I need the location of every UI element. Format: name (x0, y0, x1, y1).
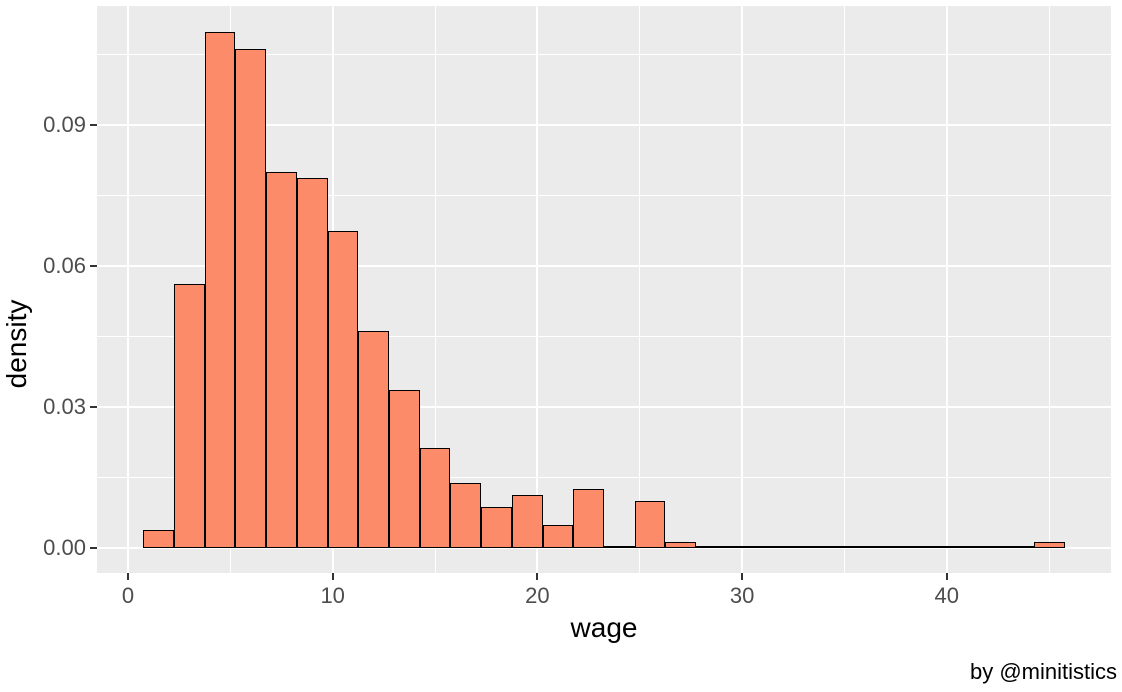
histogram-zero-bin-line (756, 546, 790, 548)
x-tick-label: 20 (525, 583, 550, 608)
histogram-bar (1033, 542, 1065, 548)
x-tick-label: 30 (729, 583, 755, 608)
y-tick-mark (90, 265, 97, 267)
histogram-bar (573, 489, 604, 548)
x-minor-gridline (843, 6, 845, 573)
histogram-bar (174, 283, 205, 548)
y-minor-gridline (97, 195, 1111, 196)
histogram-zero-bin-line (1002, 546, 1035, 548)
y-tick-mark (90, 124, 97, 126)
histogram-bar (266, 172, 297, 548)
histogram-zero-bin-line (848, 546, 882, 548)
y-tick-mark (90, 406, 97, 408)
histogram-zero-bin-line (879, 546, 912, 548)
x-tick-label: 40 (934, 583, 960, 608)
histogram-bar (450, 483, 482, 548)
histogram-bar (143, 530, 175, 548)
y-minor-gridline (97, 477, 1111, 478)
x-tick-mark (536, 573, 539, 580)
x-major-gridline (741, 6, 744, 573)
x-minor-gridline (1048, 6, 1050, 573)
histogram-bar (511, 495, 543, 548)
histogram-zero-bin-line (909, 546, 943, 548)
x-major-gridline (536, 6, 539, 573)
histogram-zero-bin-line (725, 546, 759, 548)
plot-panel (97, 6, 1111, 573)
histogram-bar (204, 31, 236, 548)
x-tick-mark (127, 573, 129, 580)
y-minor-gridline (97, 336, 1111, 337)
histogram-zero-bin-line (971, 546, 1005, 548)
histogram-bar (388, 389, 420, 548)
x-minor-gridline (639, 6, 641, 573)
histogram-zero-bin-line (787, 546, 820, 548)
x-major-gridline (127, 6, 129, 573)
y-major-gridline (97, 406, 1111, 408)
y-major-gridline (97, 547, 1111, 549)
histogram-bar (634, 501, 666, 548)
x-tick-mark (741, 573, 744, 580)
histogram-bar (235, 49, 267, 548)
x-minor-gridline (434, 6, 436, 573)
histogram-bar (296, 178, 328, 548)
y-axis-title: density (1, 299, 32, 388)
histogram-zero-bin-line (695, 546, 728, 548)
x-tick-mark (945, 573, 948, 580)
y-tick-label: 0.06 (43, 253, 86, 278)
x-axis-title: wage (570, 612, 638, 643)
histogram-bar (327, 231, 359, 548)
y-tick-label: 0.09 (43, 112, 86, 137)
histogram-bar (665, 542, 697, 548)
histogram-zero-bin-line (817, 546, 851, 548)
x-tick-label: 0 (121, 583, 135, 608)
y-tick-label: 0.00 (43, 535, 86, 560)
x-tick-mark (331, 573, 334, 580)
x-tick-label: 10 (320, 583, 345, 608)
y-tick-label: 0.03 (43, 394, 86, 419)
histogram-zero-bin-line (940, 546, 974, 548)
y-minor-gridline (97, 54, 1111, 55)
histogram-bar (419, 448, 451, 548)
histogram-zero-bin-line (602, 546, 636, 548)
histogram-bar (358, 330, 389, 548)
y-major-gridline (97, 124, 1111, 126)
y-major-gridline (97, 265, 1111, 267)
histogram-bar (481, 506, 512, 548)
histogram-bar (542, 524, 574, 548)
x-major-gridline (945, 6, 948, 573)
caption: by @minitistics (969, 659, 1117, 684)
y-tick-mark (90, 547, 97, 549)
